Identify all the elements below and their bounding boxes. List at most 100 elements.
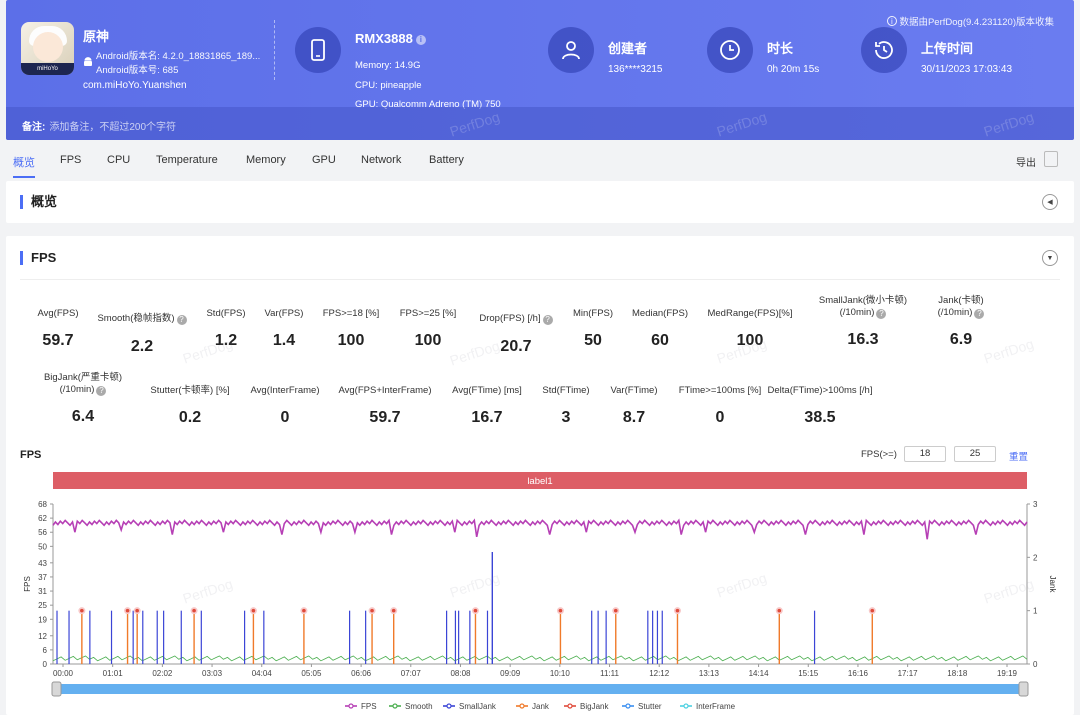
tab-fps[interactable]: FPS [60,154,82,166]
chart-title: FPS [20,449,42,461]
tab-gpu[interactable]: GPU [312,154,336,166]
y-axis-label: FPS [23,576,32,592]
metric-metrics_row1-7: Min(FPS) 50 [523,308,663,350]
metric-value: 6.4 [71,408,95,425]
metric-value: 3 [561,409,571,426]
metric-metrics_row2-5: Std(FTime) 3 [496,385,636,427]
y-tick-label: 62 [38,514,47,523]
help-icon[interactable]: ? [96,386,107,396]
note-bar[interactable]: 备注: 添加备注，不超过200个字符 [6,107,1074,140]
y-tick-label: 19 [38,615,47,624]
note-label: 备注: [22,122,46,133]
metric-metrics_row2-6: Var(FTime) 8.7 [564,385,704,427]
x-tick-label: 16:16 [848,669,869,678]
help-icon[interactable]: ? [876,309,887,319]
tab-battery[interactable]: Battery [429,154,464,166]
metric-metrics_row1-6: Drop(FPS) [/h]? 20.7 [446,308,586,356]
legend-label-interframe: InterFrame [696,702,736,711]
source-note: i 数据由PerfDog(9.4.231120)版本收集 [884,14,1054,28]
bigjank-marker [870,608,875,613]
legend-dot-stutter [625,703,631,709]
help-icon[interactable]: ? [974,309,985,319]
x-tick-label: 14:14 [749,669,770,678]
legend-label-smooth: Smooth [405,702,433,711]
fps-collapse-button[interactable]: ▼ [1042,250,1058,266]
x-tick-label: 10:10 [550,669,571,678]
reset-button[interactable]: 重置 [1009,452,1029,463]
tab-memory[interactable]: Memory [246,154,286,166]
x-tick-label: 17:17 [898,669,919,678]
metric-label: FTime>=100ms [%] [678,385,762,396]
report-header: miHoYo 原神 Android版本名: 4.2.0_18831865_189… [6,0,1074,140]
export-button[interactable]: 导出 [1016,158,1036,169]
metric-metrics_row2-3: Avg(FPS+InterFrame) 59.7 [315,385,455,427]
legend-label-jank: Jank [532,702,550,711]
android-version-name: Android版本名: 4.2.0_18831865_189... [96,51,261,62]
device-model-text: RMX3888 [355,31,413,46]
help-icon[interactable]: ? [542,315,553,325]
metric-metrics_row1-11: Jank(卡顿) (/10min)? 6.9 [891,295,1031,349]
metric-value: 100 [337,332,365,349]
x-tick-label: 19:19 [997,669,1018,678]
smooth-series-line [52,655,1028,662]
fps-section-title: FPS [20,251,56,265]
x-tick-label: 01:01 [103,669,124,678]
bigjank-marker [370,608,374,613]
y-tick-label: 68 [38,500,47,509]
note-placeholder[interactable]: 添加备注，不超过200个字符 [49,122,177,133]
export-icon[interactable] [1044,151,1058,167]
x-tick-label: 13:13 [699,669,720,678]
y2-tick-label: 3 [1033,500,1038,509]
bigjank-marker [80,608,84,613]
bigjank-marker [302,608,306,613]
overview-collapse-button[interactable]: ◀ [1042,194,1058,210]
metric-metrics_row1-5: FPS>=25 [%] 100 [358,308,498,350]
header-separator [274,20,275,80]
metric-metrics_row1-1: Smooth(稳帧指数)? 2.2 [72,308,212,356]
tab-overview[interactable]: 概览 [13,154,35,178]
x-tick-label: 11:11 [600,669,619,678]
metric-metrics_row1-10: SmallJank(微小卡顿) (/10min)? 16.3 [793,295,933,349]
metric-label: Stutter(卡顿率) [%] [150,385,230,396]
creator-icon-circle [548,27,594,73]
device-info-icon[interactable]: i [415,35,426,45]
duration-value: 0h 20m 15s [767,64,820,75]
tab-cpu[interactable]: CPU [107,154,131,166]
metric-metrics_row1-4: FPS>=18 [%] 100 [281,308,421,350]
fps-threshold-input-2[interactable]: 25 [954,446,996,462]
metric-value: 0.2 [178,409,202,426]
metric-label-unit: (/10min)? [793,307,933,319]
metric-label: MedRange(FPS)[%] [707,308,793,319]
zoom-slider-handle-right [1018,681,1029,697]
x-tick-label: 15:15 [798,669,819,678]
legend-dot-fps [348,703,354,709]
y-tick-label: 12 [38,632,47,641]
source-note-text: 数据由PerfDog(9.4.231120)版本收集 [899,17,1054,28]
x-tick-label: 08:08 [450,669,471,678]
source-info-icon: i [886,16,897,26]
label-band-text: label1 [527,476,552,487]
metric-value: 59.7 [42,332,74,349]
bigjank-marker [675,608,680,613]
legend-dot-interframe [683,703,689,709]
section-tabs: 概览 FPS CPU Temperature Memory GPU Networ… [0,148,1080,178]
android-version-info: Android版本名: 4.2.0_18831865_189... Androi… [96,50,260,78]
tab-network[interactable]: Network [361,154,402,166]
tab-temperature[interactable]: Temperature [156,154,218,166]
legend-dot-smalljank [446,703,452,709]
y-tick-label: 0 [43,660,48,669]
app-icon-face [33,32,63,62]
metric-metrics_row2-0: BigJank(严重卡顿) (/10min)? 6.4 [13,372,153,426]
history-icon [875,41,893,59]
fps-threshold-input-1[interactable]: 18 [904,446,946,462]
creator-value: 136****3215 [608,64,663,75]
metric-label: Smooth(稳帧指数) [97,313,175,324]
metric-label: Var(FPS) [264,308,304,319]
upload-title: 上传时间 [921,41,974,56]
help-icon[interactable]: ? [176,315,187,325]
duration-title: 时长 [767,41,794,56]
android-icon [84,57,92,66]
bigjank-marker [251,608,256,613]
label-band [53,472,1027,489]
